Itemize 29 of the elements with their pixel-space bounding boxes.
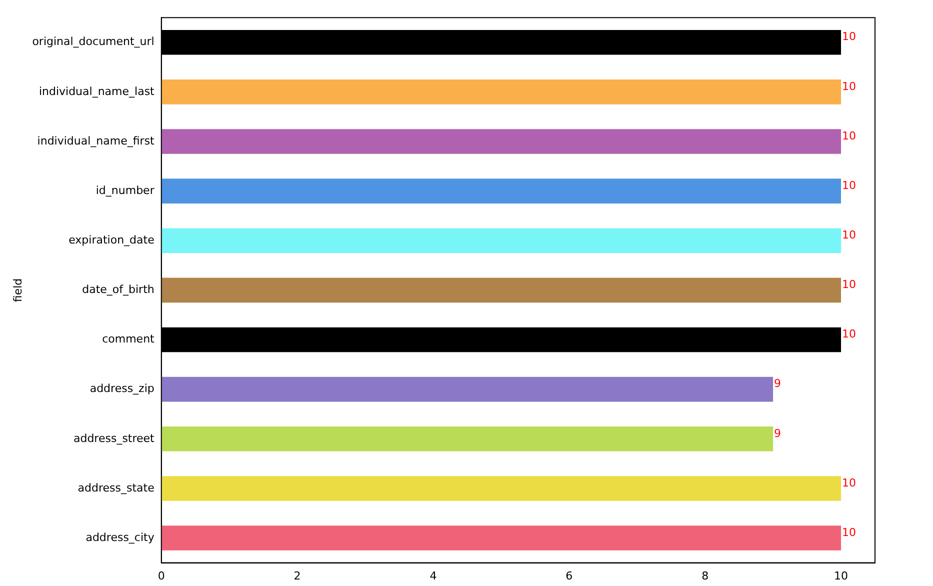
data-label: 9: [774, 426, 782, 440]
data-label: 10: [842, 129, 856, 142]
data-label: 10: [842, 178, 856, 192]
data-label: 10: [842, 30, 856, 44]
x-tick-label: 6: [566, 569, 573, 582]
x-tick-label: 4: [430, 569, 437, 582]
y-tick-label: address_zip: [90, 382, 154, 396]
y-tick-label: expiration_date: [68, 233, 155, 246]
data-label: 10: [842, 328, 856, 341]
data-label: 10: [842, 278, 856, 292]
data-label: 9: [774, 377, 782, 390]
y-tick-label: address_street: [73, 432, 156, 445]
data-label: 10: [842, 80, 856, 93]
y-tick-label: address_state: [78, 481, 155, 494]
y-tick-label: address_city: [86, 530, 155, 544]
y-axis-title: field: [11, 278, 24, 302]
y-tick-label: id_number: [96, 184, 155, 197]
x-tick-label: 2: [294, 569, 301, 582]
data-label: 10: [842, 476, 856, 490]
x-tick-label: 8: [702, 569, 709, 582]
x-tick-label: 10: [834, 569, 848, 582]
y-tick-label: comment: [102, 332, 156, 346]
y-tick-label: individual_name_last: [38, 84, 156, 98]
y-tick-label: date_of_birth: [82, 283, 154, 296]
data-label: 10: [842, 228, 856, 242]
y-tick-label: individual_name_first: [37, 134, 156, 148]
data-label: 10: [842, 526, 856, 539]
x-tick-label: 0: [158, 569, 165, 582]
y-tick-label: original_document_url: [32, 35, 154, 48]
